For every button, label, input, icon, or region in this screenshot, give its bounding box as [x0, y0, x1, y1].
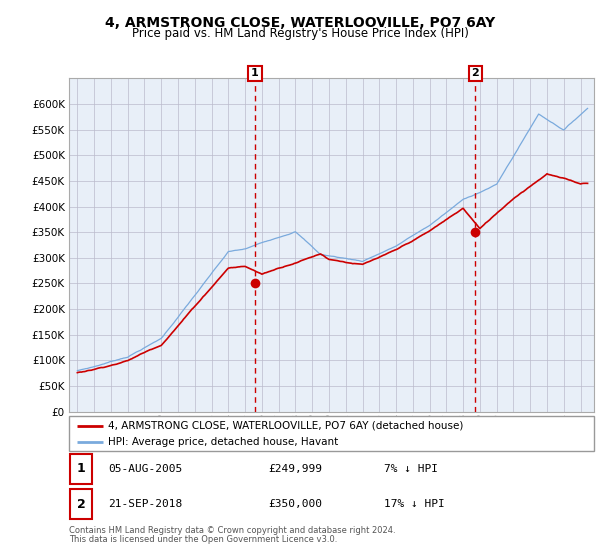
- Text: 17% ↓ HPI: 17% ↓ HPI: [384, 499, 445, 509]
- Text: HPI: Average price, detached house, Havant: HPI: Average price, detached house, Hava…: [109, 437, 338, 447]
- Text: 1: 1: [77, 463, 85, 475]
- Text: £249,999: £249,999: [269, 464, 323, 474]
- Text: 21-SEP-2018: 21-SEP-2018: [109, 499, 182, 509]
- Text: 2: 2: [472, 68, 479, 78]
- Text: 1: 1: [251, 68, 259, 78]
- Text: 7% ↓ HPI: 7% ↓ HPI: [384, 464, 438, 474]
- Text: 4, ARMSTRONG CLOSE, WATERLOOVILLE, PO7 6AY: 4, ARMSTRONG CLOSE, WATERLOOVILLE, PO7 6…: [105, 16, 495, 30]
- FancyBboxPatch shape: [70, 454, 92, 484]
- Text: 2: 2: [77, 497, 85, 511]
- Text: Contains HM Land Registry data © Crown copyright and database right 2024.: Contains HM Land Registry data © Crown c…: [69, 526, 395, 535]
- Text: 4, ARMSTRONG CLOSE, WATERLOOVILLE, PO7 6AY (detached house): 4, ARMSTRONG CLOSE, WATERLOOVILLE, PO7 6…: [109, 421, 464, 431]
- Text: £350,000: £350,000: [269, 499, 323, 509]
- Text: Price paid vs. HM Land Registry's House Price Index (HPI): Price paid vs. HM Land Registry's House …: [131, 27, 469, 40]
- FancyBboxPatch shape: [70, 489, 92, 519]
- Text: 05-AUG-2005: 05-AUG-2005: [109, 464, 182, 474]
- Text: This data is licensed under the Open Government Licence v3.0.: This data is licensed under the Open Gov…: [69, 535, 337, 544]
